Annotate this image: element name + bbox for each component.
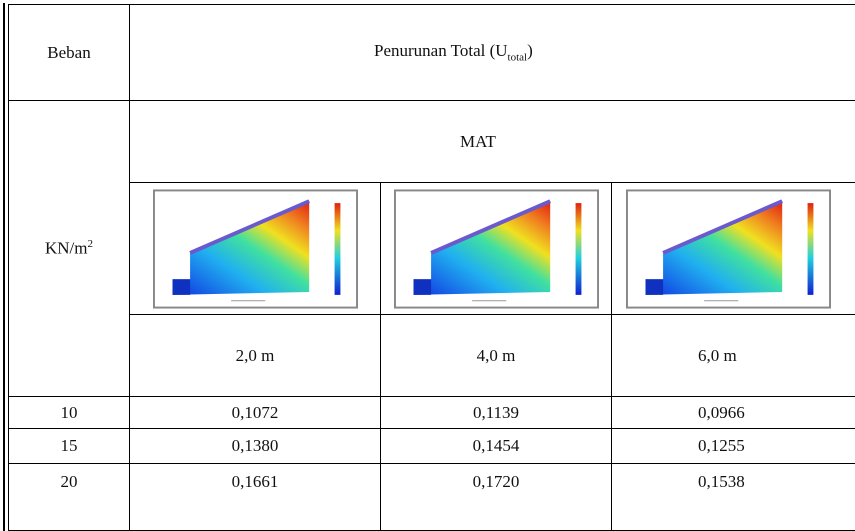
value-cell: 0,1072 [130, 397, 381, 429]
water-table: MAT [130, 101, 855, 183]
page: {"header": {"load": "Beban", "total": {"… [0, 0, 855, 531]
load-cell: 15 [9, 429, 130, 464]
header-total-sub: total [508, 52, 528, 64]
unit-sup: 2 [88, 238, 94, 250]
image-cell [130, 183, 381, 315]
load-cell: 10 [9, 397, 130, 429]
value-cell: 0,0966 [612, 397, 855, 429]
table: Beban Penurunan Total (Utotal) KN/m2 MAT… [8, 4, 855, 531]
header-total: Penurunan Total (Utotal) [130, 5, 855, 101]
plot-thumbnail [153, 189, 358, 309]
value-cell: 0,1255 [612, 429, 855, 464]
plot-thumbnail [394, 189, 599, 309]
image-cell [381, 183, 612, 315]
unit-text: KN/m [45, 239, 88, 258]
depth-label: 2,0 m [130, 315, 381, 397]
depth-label: 4,0 m [381, 315, 612, 397]
image-cell [612, 183, 855, 315]
value-cell: 0,1454 [381, 429, 612, 464]
header-load: Beban [9, 5, 130, 101]
header-total-close: ) [527, 41, 533, 60]
value-cell: 0,1139 [381, 397, 612, 429]
table-frame: Beban Penurunan Total (Utotal) KN/m2 MAT… [0, 0, 855, 531]
header-total-text: Penurunan Total (U [374, 41, 508, 60]
load-cell: 20 [9, 464, 130, 531]
unit: KN/m2 [9, 101, 130, 397]
outer-border [3, 3, 5, 531]
value-cell: 0,1380 [130, 429, 381, 464]
value-cell: 0,1661 [130, 464, 381, 531]
value-cell: 0,1720 [381, 464, 612, 531]
depth-label: 6,0 m [612, 315, 855, 397]
value-cell: 0,1538 [612, 464, 855, 531]
plot-thumbnail [626, 189, 831, 309]
